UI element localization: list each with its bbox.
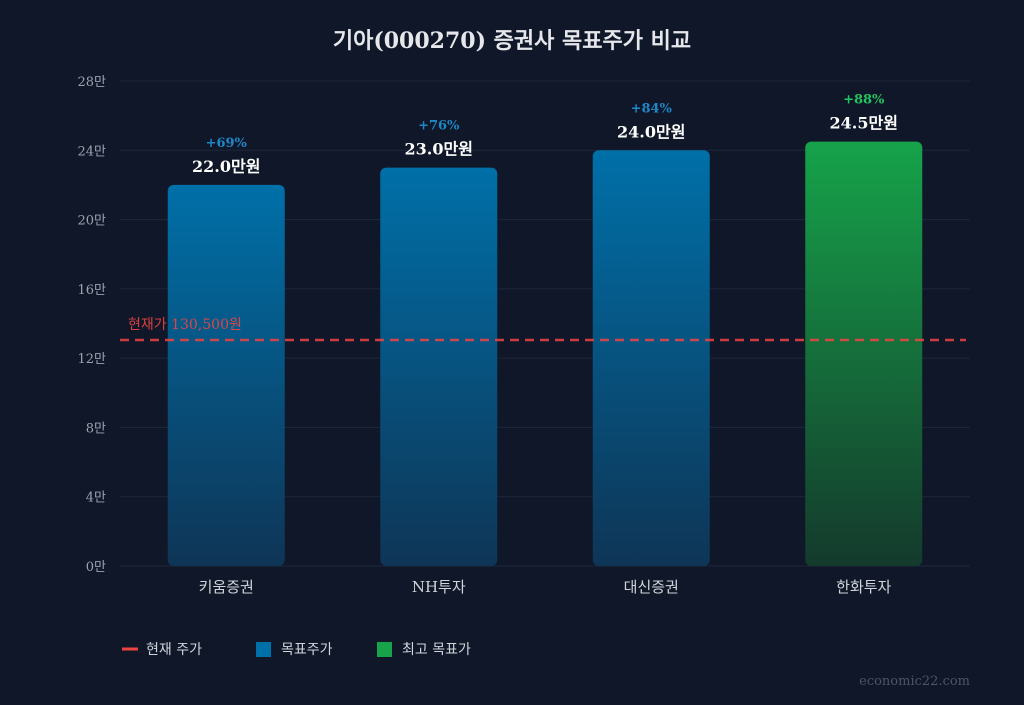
- watermark: economic22.com: [859, 674, 970, 689]
- y-tick-label: 4만: [86, 491, 106, 506]
- bar-1: [167, 184, 285, 566]
- bar-4: [805, 141, 923, 566]
- bar-value-label: 24.0만원: [617, 122, 685, 141]
- y-tick-label: 20만: [77, 214, 106, 229]
- y-tick-label: 28만: [77, 75, 106, 90]
- current-price-line: 현재가 130,500원: [120, 317, 966, 342]
- legend-label: 현재 주가: [146, 642, 202, 658]
- legend-label: 목표주가: [281, 642, 333, 658]
- upside-label: +88%: [843, 93, 885, 108]
- y-tick-label: 16만: [77, 283, 106, 298]
- bars: [167, 141, 923, 567]
- x-tick-label: 키움증권: [199, 578, 254, 596]
- y-axis-ticks: 0만 4만 8만 12만 16만 20만 24만 28만: [77, 75, 106, 575]
- y-tick-label: 0만: [86, 560, 106, 575]
- x-tick-label: 대신증권: [624, 578, 679, 596]
- upside-label: +84%: [631, 101, 673, 116]
- x-axis-ticks: 키움증권 NH투자 대신증권 한화투자: [199, 578, 892, 596]
- current-price-label: 현재가 130,500원: [128, 317, 242, 333]
- bar-value-label: 23.0만원: [405, 140, 473, 159]
- bar-value-label: 24.5만원: [830, 114, 898, 133]
- y-tick-label: 8만: [86, 421, 106, 436]
- bar-2: [380, 167, 498, 566]
- legend-box-swatch: [256, 642, 271, 657]
- y-tick-label: 24만: [77, 144, 106, 159]
- bar-labels: 22.0만원 +69% 23.0만원 +76% 24.0만원 +84% 24.5만원 +88%: [192, 93, 898, 176]
- x-tick-label: 한화투자: [836, 578, 891, 596]
- x-tick-label: NH투자: [412, 578, 466, 596]
- legend: 현재 주가 목표주가 최고 목표가: [122, 642, 471, 658]
- y-tick-label: 12만: [77, 352, 106, 367]
- upside-label: +69%: [206, 136, 248, 151]
- legend-label: 최고 목표가: [402, 642, 471, 658]
- legend-box-swatch: [377, 642, 392, 657]
- chart-title: 기아(000270) 증권사 목표주가 비교: [333, 28, 691, 54]
- upside-label: +76%: [418, 119, 460, 134]
- bar-value-label: 22.0만원: [192, 157, 260, 176]
- bar-3: [592, 150, 710, 567]
